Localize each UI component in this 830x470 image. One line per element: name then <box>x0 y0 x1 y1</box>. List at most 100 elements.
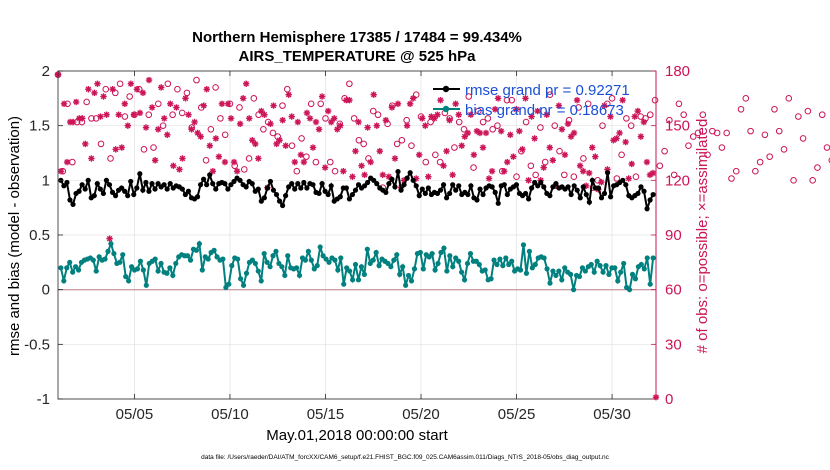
x-tick-label: 05/25 <box>498 406 536 423</box>
obs-assimilated-stroke <box>109 86 116 93</box>
bias-point <box>341 281 347 287</box>
obs-assimilated-stroke <box>565 121 571 127</box>
obs-possible-marker <box>670 171 678 179</box>
obs-assimilated-stroke <box>70 119 76 125</box>
rmse-point <box>109 189 116 195</box>
bias-point <box>568 271 574 277</box>
obs-assimilated-stroke <box>380 172 386 178</box>
obs-assimilated-marker <box>252 140 259 148</box>
obs-assimilated-marker <box>379 171 387 179</box>
rmse-point <box>185 188 192 194</box>
obs-assimilated-marker <box>124 122 132 129</box>
obs-assimilated-marker <box>176 166 183 173</box>
obs-assimilated-marker <box>285 91 292 98</box>
obs-assimilated-stroke <box>616 130 623 136</box>
bias-point <box>173 260 179 267</box>
obs-assimilated-stroke <box>613 135 620 142</box>
rmse-point <box>416 193 422 199</box>
obs-assimilated-marker <box>443 147 450 155</box>
obs-assimilated-marker <box>115 111 122 118</box>
bias-point <box>644 255 650 261</box>
bias-point <box>397 271 403 277</box>
bias-point <box>117 259 123 265</box>
obs-possible-marker <box>580 155 587 162</box>
obs-assimilated-stroke <box>386 173 392 180</box>
obs-assimilated-marker <box>516 127 523 135</box>
bias-point <box>211 247 217 253</box>
bias-point <box>544 266 550 272</box>
obs-assimilated-stroke <box>480 144 486 151</box>
bias-point <box>235 256 241 262</box>
obs-assimilated-marker <box>97 113 104 120</box>
obs-assimilated-marker <box>549 157 556 164</box>
obs-assimilated-marker <box>434 111 441 118</box>
obs-assimilated-marker <box>501 168 508 175</box>
bias-point <box>591 269 597 275</box>
obs-assimilated-stroke <box>325 108 331 114</box>
rmse-point <box>495 200 501 206</box>
rmse-point <box>598 195 605 201</box>
obs-assimilated-stroke <box>128 80 134 87</box>
obs-assimilated-marker <box>488 168 496 175</box>
obs-assimilated-stroke <box>121 101 128 107</box>
obs-possible-marker <box>451 144 458 151</box>
obs-possible-marker <box>398 136 406 144</box>
obs-possible-marker <box>102 85 110 93</box>
obs-assimilated-stroke <box>270 102 277 109</box>
x-tick-label: 05/15 <box>307 406 345 423</box>
obs-possible-marker <box>283 85 291 93</box>
obs-assimilated-stroke <box>364 124 371 131</box>
rmse-point <box>267 178 274 185</box>
rmse-point <box>574 187 580 193</box>
bias-point <box>476 261 482 268</box>
bias-point <box>347 268 353 274</box>
bias-point <box>588 261 594 268</box>
y-axis-left-label: rmse and bias (model - observation) <box>6 116 23 356</box>
obs-assimilated-marker <box>246 115 253 122</box>
obs-assimilated-marker <box>346 96 353 104</box>
bias-point <box>420 266 426 272</box>
bias-point <box>432 267 438 273</box>
obs-assimilated-stroke <box>100 93 107 100</box>
obs-possible-marker <box>570 173 578 180</box>
obs-possible-marker <box>145 111 153 119</box>
bias-point <box>641 266 647 272</box>
bias-point <box>600 269 606 275</box>
bias-point <box>282 272 288 279</box>
bias-point <box>61 278 67 284</box>
rmse-point <box>538 179 544 186</box>
obs-possible-marker <box>728 175 735 182</box>
obs-assimilated-stroke <box>131 111 137 118</box>
bias-point <box>364 246 370 252</box>
rmse-point <box>143 179 149 186</box>
obs-assimilated-stroke <box>288 113 295 120</box>
obs-possible-marker <box>623 115 630 122</box>
bias-point <box>491 257 497 263</box>
obs-possible-marker <box>804 107 812 115</box>
bias-point <box>111 250 117 257</box>
obs-assimilated-marker <box>60 100 68 107</box>
obs-assimilated-stroke <box>586 170 593 176</box>
obs-assimilated-marker <box>482 129 490 137</box>
obs-assimilated-marker <box>203 86 210 93</box>
obs-possible-marker <box>522 118 530 126</box>
obs-assimilated-stroke <box>477 130 483 136</box>
bias-point <box>273 248 279 254</box>
obs-possible-marker <box>675 100 683 108</box>
obs-assimilated-stroke <box>222 159 228 165</box>
bias-point <box>305 248 311 254</box>
obs-possible-marker <box>322 115 329 122</box>
obs-assimilated-stroke <box>443 148 450 154</box>
rmse-point <box>279 202 286 209</box>
legend-rmse-marker <box>442 85 450 93</box>
obs-possible-marker <box>460 126 468 133</box>
obs-possible-marker <box>365 155 372 162</box>
obs-assimilated-stroke <box>79 115 86 122</box>
obs-assimilated-marker <box>555 102 563 109</box>
obs-possible-marker <box>212 84 219 91</box>
bias-point <box>615 278 621 284</box>
obs-assimilated-stroke <box>291 159 298 165</box>
rmse-point <box>522 190 529 197</box>
bias-point <box>405 272 412 279</box>
obs-assimilated-stroke <box>598 179 605 185</box>
